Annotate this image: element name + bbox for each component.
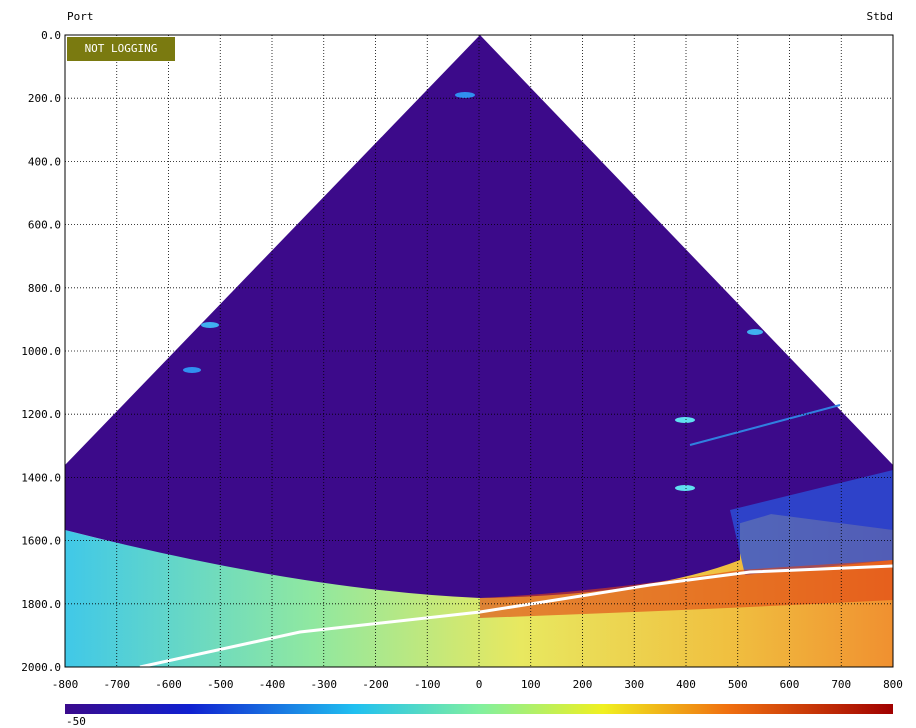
- y-tick-label: 200.0: [28, 92, 61, 105]
- x-tick-label: -400: [259, 678, 286, 691]
- x-tick-label: -600: [155, 678, 182, 691]
- x-tick-label: -500: [207, 678, 234, 691]
- x-tick-label: 100: [521, 678, 541, 691]
- x-tick-label: -200: [362, 678, 389, 691]
- x-tick-label: 700: [831, 678, 851, 691]
- x-tick-label: 500: [728, 678, 748, 691]
- sonar-display: Port Stbd NOT LOGGING -50 -800 -700 -600 -5…: [0, 0, 916, 728]
- colorbar: [65, 704, 893, 714]
- x-tick-label: 200: [573, 678, 593, 691]
- port-label: Port: [67, 10, 94, 23]
- x-tick-label: 800: [883, 678, 903, 691]
- x-tick-label: -800: [52, 678, 79, 691]
- y-tick-label: 600.0: [28, 219, 61, 232]
- target: [675, 485, 695, 491]
- x-tick-label: 300: [624, 678, 644, 691]
- y-tick-label: 400.0: [28, 155, 61, 168]
- x-tick-label: 0: [476, 678, 483, 691]
- y-tick-label: 2000.0: [21, 661, 61, 674]
- y-tick-label: 1200.0: [21, 408, 61, 421]
- target: [183, 367, 201, 373]
- y-tick-label: 1400.0: [21, 471, 61, 484]
- target: [747, 329, 763, 335]
- y-tick-label: 1800.0: [21, 598, 61, 611]
- colorbar-min: -50: [66, 715, 86, 728]
- x-tick-label: -300: [311, 678, 338, 691]
- target: [201, 322, 219, 328]
- status-text: NOT LOGGING: [85, 42, 158, 55]
- x-tick-label: 400: [676, 678, 696, 691]
- y-tick-label: 1000.0: [21, 345, 61, 358]
- stbd-label: Stbd: [867, 10, 894, 23]
- y-tick-label: 0.0: [41, 29, 61, 42]
- x-tick-label: -100: [414, 678, 441, 691]
- y-tick-label: 800.0: [28, 282, 61, 295]
- x-tick-label: -700: [104, 678, 131, 691]
- y-tick-label: 1600.0: [21, 535, 61, 548]
- target: [455, 92, 475, 98]
- target: [675, 417, 695, 423]
- x-tick-label: 600: [780, 678, 800, 691]
